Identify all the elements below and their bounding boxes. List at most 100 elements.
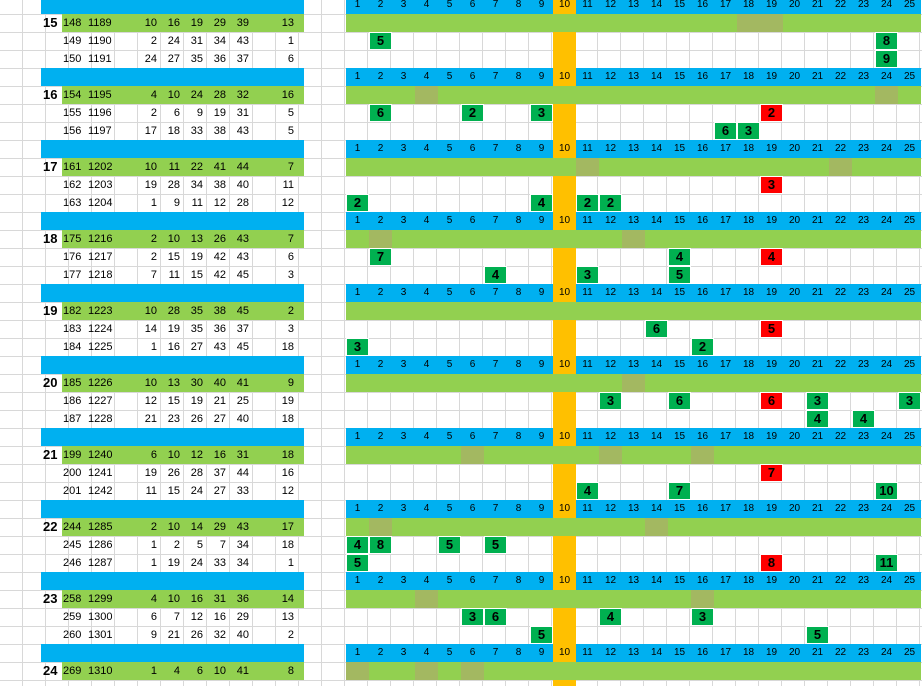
column-header: 23 [857,503,870,514]
drawn-number: 29 [213,521,226,533]
header-band-grid [346,572,921,590]
column-header: 11 [582,0,593,10]
column-header: 8 [515,359,522,370]
drawn-number: 31 [190,35,203,47]
column-header: 9 [538,575,545,586]
header-band-grid [346,212,921,230]
draw-index: 185 [63,377,82,389]
drawn-number: 6 [173,107,180,119]
column-header: 15 [673,647,686,658]
column-header: 1 [354,0,361,10]
shaded-cell [415,590,438,608]
drawn-number: 2 [150,233,157,245]
column-header: 25 [903,71,916,82]
column-header: 11 [582,647,593,658]
column-header: 16 [696,503,709,514]
group-row-band-grid [346,518,921,536]
column-header: 24 [880,71,893,82]
column-header: 23 [857,143,870,154]
green-mark: 5 [438,536,461,554]
column-header: 3 [400,359,407,370]
column-header: 10 [553,140,576,158]
column-header: 7 [492,503,499,514]
green-mark: 3 [898,392,921,410]
header-band-left [41,572,304,590]
column-header: 12 [604,0,617,10]
column-header: 22 [834,143,847,154]
red-mark: 2 [760,104,783,122]
drawn-number: 22 [190,161,203,173]
drawn-number: 12 [190,611,203,623]
draw-number: 1301 [88,629,113,641]
draw-number: 1217 [88,251,113,263]
green-mark: 5 [484,536,507,554]
header-band-left [41,68,304,86]
shaded-cell [622,230,645,248]
column-header: 23 [857,431,870,442]
drawn-number: 40 [236,413,249,425]
bonus-number: 12 [281,197,294,209]
drawn-number: 43 [236,251,249,263]
drawn-number: 26 [167,467,180,479]
shaded-cell [461,662,484,680]
drawn-number: 10 [144,17,157,29]
drawn-number: 10 [144,161,157,173]
column-header: 23 [857,71,870,82]
bonus-number: 18 [281,539,294,551]
column-header: 3 [400,0,407,10]
drawn-number: 23 [167,413,180,425]
draw-index: 182 [63,305,82,317]
draw-index: 259 [63,611,82,623]
column-header: 12 [604,359,617,370]
bonus-number: 16 [281,467,294,479]
drawn-number: 10 [167,89,180,101]
column-header: 2 [377,215,384,226]
column-header: 4 [423,71,430,82]
green-mark: 8 [369,536,392,554]
green-mark: 6 [714,122,737,140]
drawn-number: 33 [213,557,226,569]
column-header: 24 [880,647,893,658]
column-header: 21 [811,287,824,298]
column-header: 1 [354,431,361,442]
drawn-number: 6 [150,611,157,623]
column-header: 21 [811,359,824,370]
column-header: 13 [627,575,640,586]
group-row-band-grid [346,590,921,608]
column-header: 24 [880,503,893,514]
column-header: 15 [673,215,686,226]
green-mark: 4 [576,482,599,500]
column-header: 9 [538,503,545,514]
drawn-number: 10 [167,233,180,245]
column-header: 4 [423,143,430,154]
drawn-number: 34 [213,35,226,47]
drawn-number: 38 [213,179,226,191]
bonus-number: 8 [287,665,294,677]
column-header: 5 [446,0,453,10]
drawn-number: 10 [167,521,180,533]
column-header: 1 [354,503,361,514]
red-mark: 4 [760,248,783,266]
bonus-number: 18 [281,449,294,461]
column-header: 13 [627,0,640,10]
column-header: 2 [377,575,384,586]
column-header: 18 [742,503,755,514]
shaded-cell [760,14,783,32]
green-mark: 3 [530,104,553,122]
green-mark: 3 [737,122,760,140]
bonus-number: 5 [287,107,294,119]
column-header: 8 [515,503,522,514]
column-header: 16 [696,71,709,82]
column-header: 24 [880,359,893,370]
column-header: 13 [627,287,640,298]
column-header: 5 [446,575,453,586]
drawn-number: 13 [190,233,203,245]
drawn-number: 19 [190,395,203,407]
column-header: 1 [354,143,361,154]
green-mark: 6 [645,320,668,338]
drawn-number: 9 [196,107,203,119]
column-header: 8 [515,71,522,82]
group-row-band-left [62,230,304,248]
draw-index: 156 [63,125,82,137]
